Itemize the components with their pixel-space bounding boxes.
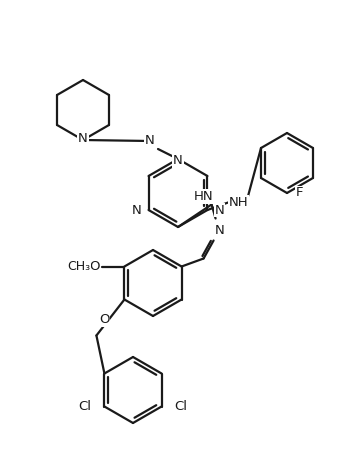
Text: N: N — [78, 132, 88, 145]
Text: N: N — [132, 203, 142, 216]
Text: CH₃: CH₃ — [67, 260, 90, 273]
Text: F: F — [296, 187, 303, 199]
Text: Cl: Cl — [175, 400, 187, 413]
Text: N: N — [215, 203, 224, 216]
Text: O: O — [99, 313, 110, 326]
Text: N: N — [145, 134, 155, 147]
Text: Cl: Cl — [79, 400, 91, 413]
Text: N: N — [173, 154, 183, 167]
Text: HN: HN — [194, 190, 213, 203]
Text: N: N — [215, 224, 225, 237]
Text: NH: NH — [228, 195, 248, 208]
Text: O: O — [89, 260, 100, 273]
